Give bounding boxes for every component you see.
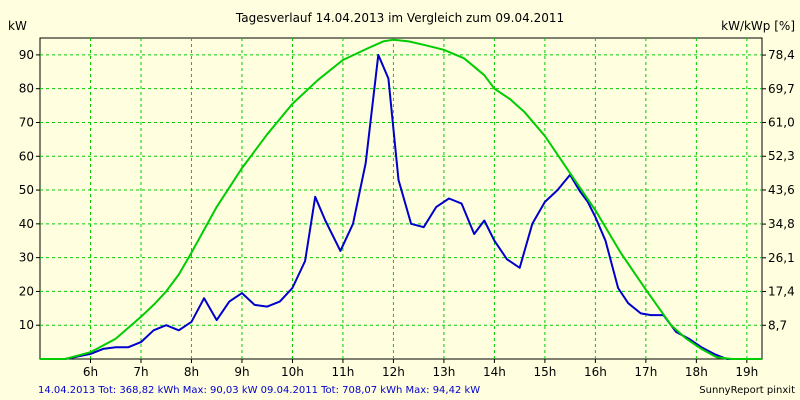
x-axis: 6h 7h 8h 9h 10h 11h 12h 13h 14h 15h 16h 17h 18h 19h [83,359,758,379]
y2-tick-label: 17,4 [768,285,795,299]
x-tick-label: 10h [281,365,304,379]
x-tick-label: 17h [634,365,657,379]
x-tick-label: 8h [184,365,199,379]
x-tick-label: 9h [234,365,249,379]
x-tick-label: 11h [331,365,354,379]
y-tick-label: 60 [19,149,34,163]
y-axis: 10 20 30 40 50 60 70 80 90 [19,48,40,332]
x-tick-label: 13h [432,365,455,379]
y-tick-label: 10 [19,318,34,332]
y2-tick-label: 61,0 [768,116,795,130]
y2-tick-label: 52,3 [768,149,795,163]
y-tick-label: 80 [19,82,34,96]
y-tick-label: 90 [19,48,34,62]
series-line-2 [40,38,762,360]
y2-tick-label: 8,7 [768,318,787,332]
y-tick-label: 20 [19,284,34,298]
y2-tick-label: 78,4 [768,48,795,62]
y2-tick-label: 34,8 [768,217,795,231]
x-tick-label: 15h [533,365,556,379]
x-tick-label: 19h [735,365,758,379]
y-tick-label: 40 [19,217,34,231]
y-tick-label: 50 [19,183,34,197]
y2-axis: 8,7 17,4 26,1 34,8 43,6 52,3 61,0 69,7 78,4 [762,48,795,332]
x-tick-label: 6h [83,365,98,379]
y2-tick-label: 26,1 [768,251,795,265]
plot-area [39,37,763,360]
y-tick-label: 30 [19,251,34,265]
x-tick-label: 7h [133,365,148,379]
x-tick-label: 18h [685,365,708,379]
y2-tick-label: 69,7 [768,82,795,96]
x-tick-label: 12h [382,365,405,379]
y2-axis-label: kW/kWp [%] [721,19,795,33]
series-line-1 [40,53,762,360]
y-axis-label: kW [8,19,27,33]
footer-summary: 14.04.2013 Tot: 368,82 kWh Max: 90,03 kW… [38,385,480,396]
x-tick-label: 16h [584,365,607,379]
series-group [40,38,762,360]
footer-credit: SunnyReport pinxit [699,385,795,396]
y-tick-label: 70 [19,115,34,129]
y2-tick-label: 43,6 [768,183,795,197]
grid [40,38,762,359]
x-tick-label: 14h [483,365,506,379]
chart-title: Tagesverlauf 14.04.2013 im Vergleich zum… [235,11,564,25]
